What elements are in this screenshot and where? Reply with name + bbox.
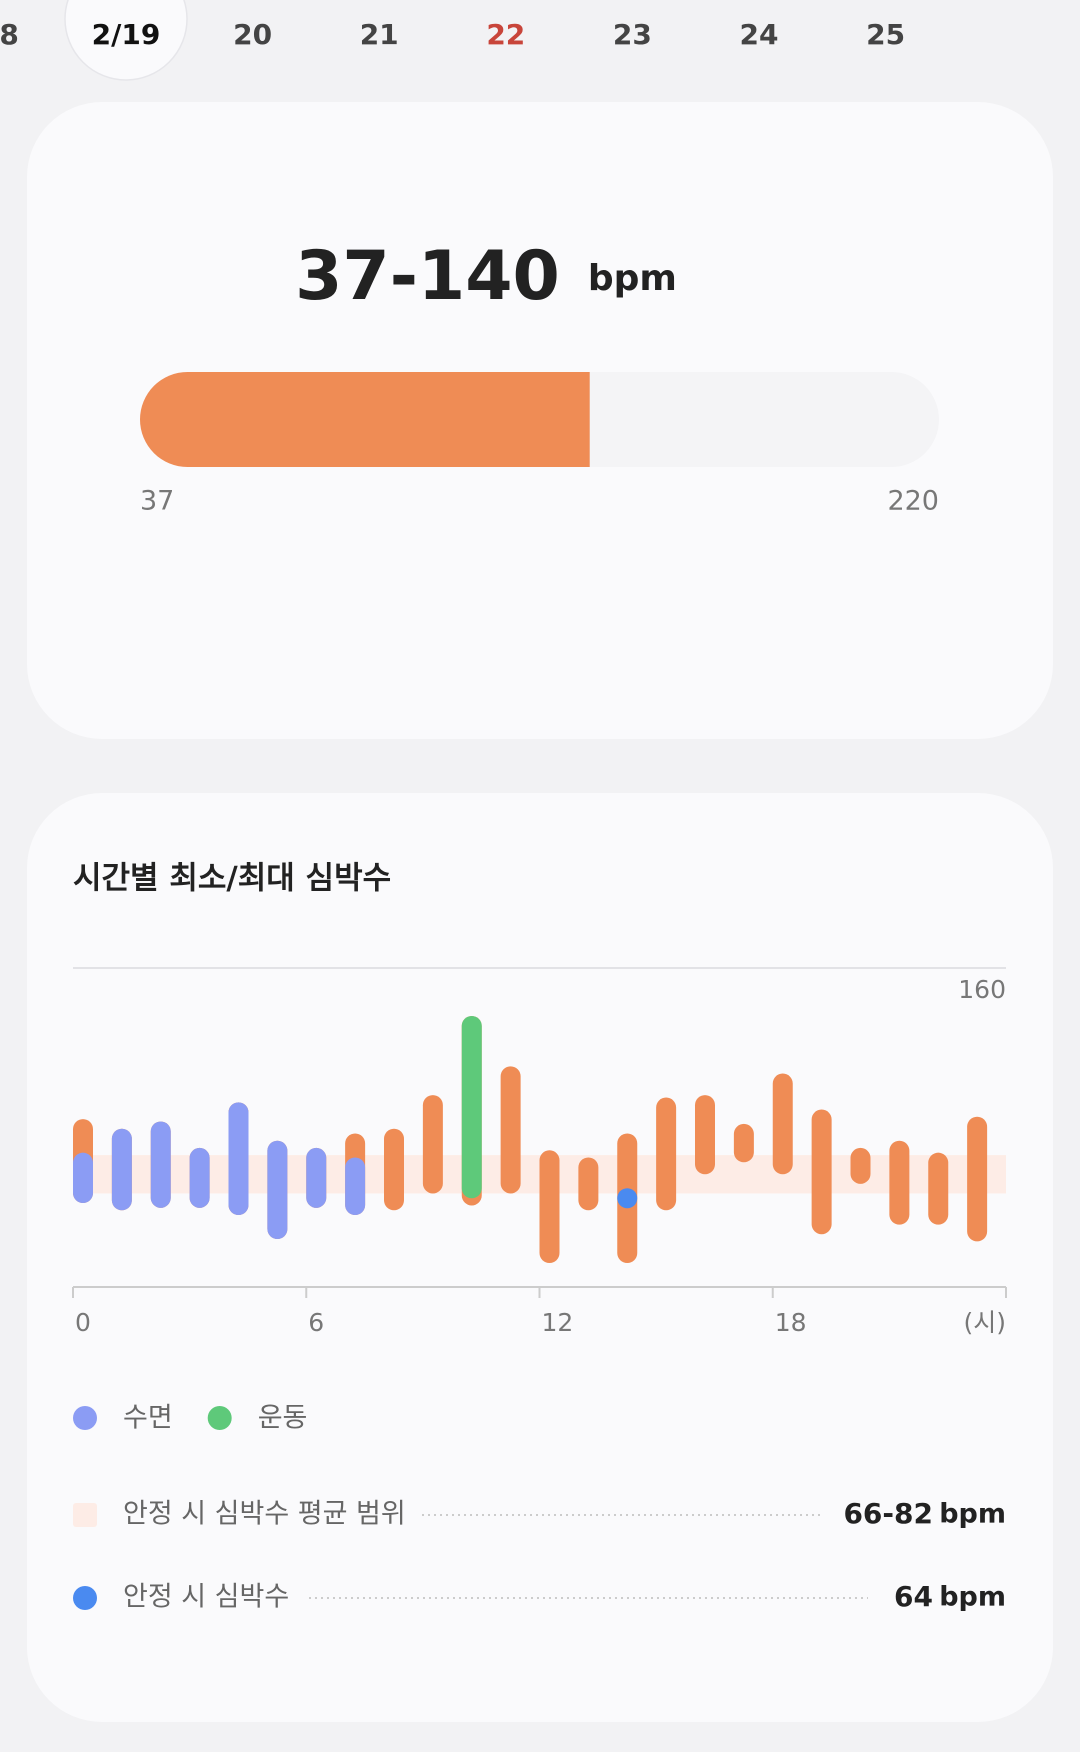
row-value: 64 bbox=[894, 1580, 933, 1613]
date-item[interactable]: 2/19 bbox=[92, 18, 161, 51]
range-bar bbox=[461, 1015, 482, 1199]
x-tick-label: 12 bbox=[542, 1308, 574, 1337]
legend-swatch bbox=[73, 1586, 97, 1610]
row-unit: bpm bbox=[939, 1582, 1006, 1613]
legend-label: 운동 bbox=[258, 1403, 308, 1434]
range-bar bbox=[422, 1095, 443, 1194]
range-bar bbox=[772, 1073, 793, 1175]
range-bar bbox=[539, 1150, 560, 1264]
resting-point bbox=[617, 1188, 638, 1209]
date-item[interactable]: 18 bbox=[0, 18, 19, 51]
x-tick-label: 18 bbox=[775, 1308, 807, 1337]
range-bar bbox=[73, 1152, 93, 1204]
range-bar bbox=[733, 1123, 754, 1163]
range-bar bbox=[695, 1095, 715, 1175]
range-bar bbox=[889, 1140, 910, 1225]
date-item[interactable]: 21 bbox=[360, 18, 399, 51]
row-label: 안정 시 심박수 평균 범위 bbox=[123, 1499, 406, 1530]
range-bar bbox=[345, 1157, 366, 1216]
range-bar bbox=[967, 1116, 988, 1242]
legend-swatch bbox=[73, 1503, 97, 1527]
x-tick-label: 6 bbox=[308, 1308, 324, 1337]
range-bar bbox=[928, 1152, 949, 1225]
range-bar bbox=[384, 1128, 404, 1211]
date-item[interactable]: 25 bbox=[866, 18, 905, 51]
date-item[interactable]: 23 bbox=[613, 18, 652, 51]
range-unit: bpm bbox=[588, 258, 677, 299]
y-tick-label: 160 bbox=[958, 975, 1006, 1004]
range-bar bbox=[228, 1102, 249, 1216]
date-item[interactable]: 24 bbox=[740, 18, 779, 51]
x-tick-label: 0 bbox=[75, 1308, 91, 1337]
range-bar bbox=[150, 1121, 171, 1208]
range-min-label: 37 bbox=[140, 486, 174, 517]
row-label: 안정 시 심박수 bbox=[123, 1582, 289, 1613]
range-bar bbox=[306, 1147, 327, 1208]
date-item[interactable]: 22 bbox=[486, 18, 525, 51]
date-item[interactable]: 20 bbox=[233, 18, 272, 51]
x-tick-label: (시) bbox=[963, 1308, 1006, 1337]
range-bar bbox=[656, 1097, 677, 1211]
range-fill bbox=[140, 372, 590, 467]
row-unit: bpm bbox=[939, 1499, 1006, 1530]
row-value: 66-82 bbox=[843, 1497, 933, 1530]
range-bar bbox=[500, 1066, 521, 1194]
chart-title: 시간별 최소/최대 심박수 bbox=[73, 861, 391, 897]
range-bar bbox=[189, 1147, 210, 1208]
range-bar bbox=[111, 1128, 132, 1211]
range-value: 37-140 bbox=[295, 237, 560, 316]
range-bar bbox=[850, 1147, 871, 1184]
legend-swatch bbox=[207, 1406, 232, 1430]
range-bar bbox=[267, 1140, 288, 1240]
range-bar bbox=[811, 1109, 832, 1235]
range-bar bbox=[578, 1157, 599, 1211]
range-max-label: 220 bbox=[887, 486, 939, 517]
summary-heading: 37-140 bpm bbox=[295, 237, 677, 316]
legend-swatch bbox=[73, 1406, 97, 1430]
legend-label: 수면 bbox=[123, 1403, 173, 1434]
selected-date-bg bbox=[64, 0, 188, 81]
chart-card bbox=[27, 793, 1053, 1722]
